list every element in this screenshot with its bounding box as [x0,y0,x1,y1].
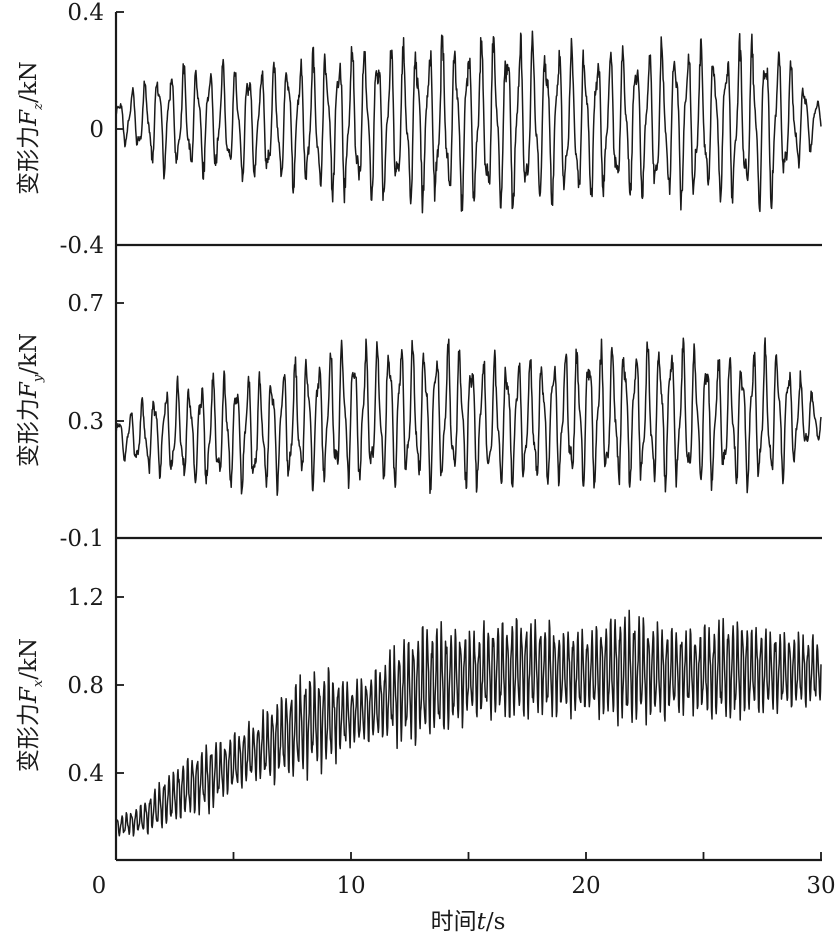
panel-fy: 0.7 0.3 -0.1 变形力Fy/kN [16,245,822,552]
xtick-label: 0 [92,873,107,899]
panel-fx-ytick-label: 0.8 [67,673,104,699]
xtick-label: 30 [806,873,835,899]
panel-fx: 1.2 0.8 0.4 变形力Fx/kN 0 10 20 30 时间t/s [16,538,836,935]
panel-fz-ytick-label: -0.4 [60,233,104,259]
panel-fx-y-axis-title: 变形力Fx/kN [16,638,46,772]
panel-fy-ytick-label: -0.1 [60,526,104,552]
panel-fz: 0.4 0 -0.4 变形力Fz/kN [16,0,822,259]
panel-fx-ytick-label: 1.2 [67,585,104,611]
panel-fz-ytick-label: 0 [89,117,104,143]
panel-fy-y-axis-title: 变形力Fy/kN [16,333,46,467]
xtick-label: 20 [571,873,600,899]
x-axis-title: 时间t/s [431,909,506,935]
panel-fy-ytick-label: 0.3 [67,409,104,435]
panel-fy-trace [115,337,822,496]
panel-fz-ytick-label: 0.4 [67,0,104,26]
panel-fx-trace [115,609,822,837]
panel-fz-y-axis-title: 变形力Fz/kN [16,61,46,195]
panel-fx-ytick-label: 0.4 [67,761,104,787]
xtick-label: 10 [336,873,365,899]
panel-fz-trace [115,30,822,214]
panel-fy-ytick-label: 0.7 [67,291,104,317]
